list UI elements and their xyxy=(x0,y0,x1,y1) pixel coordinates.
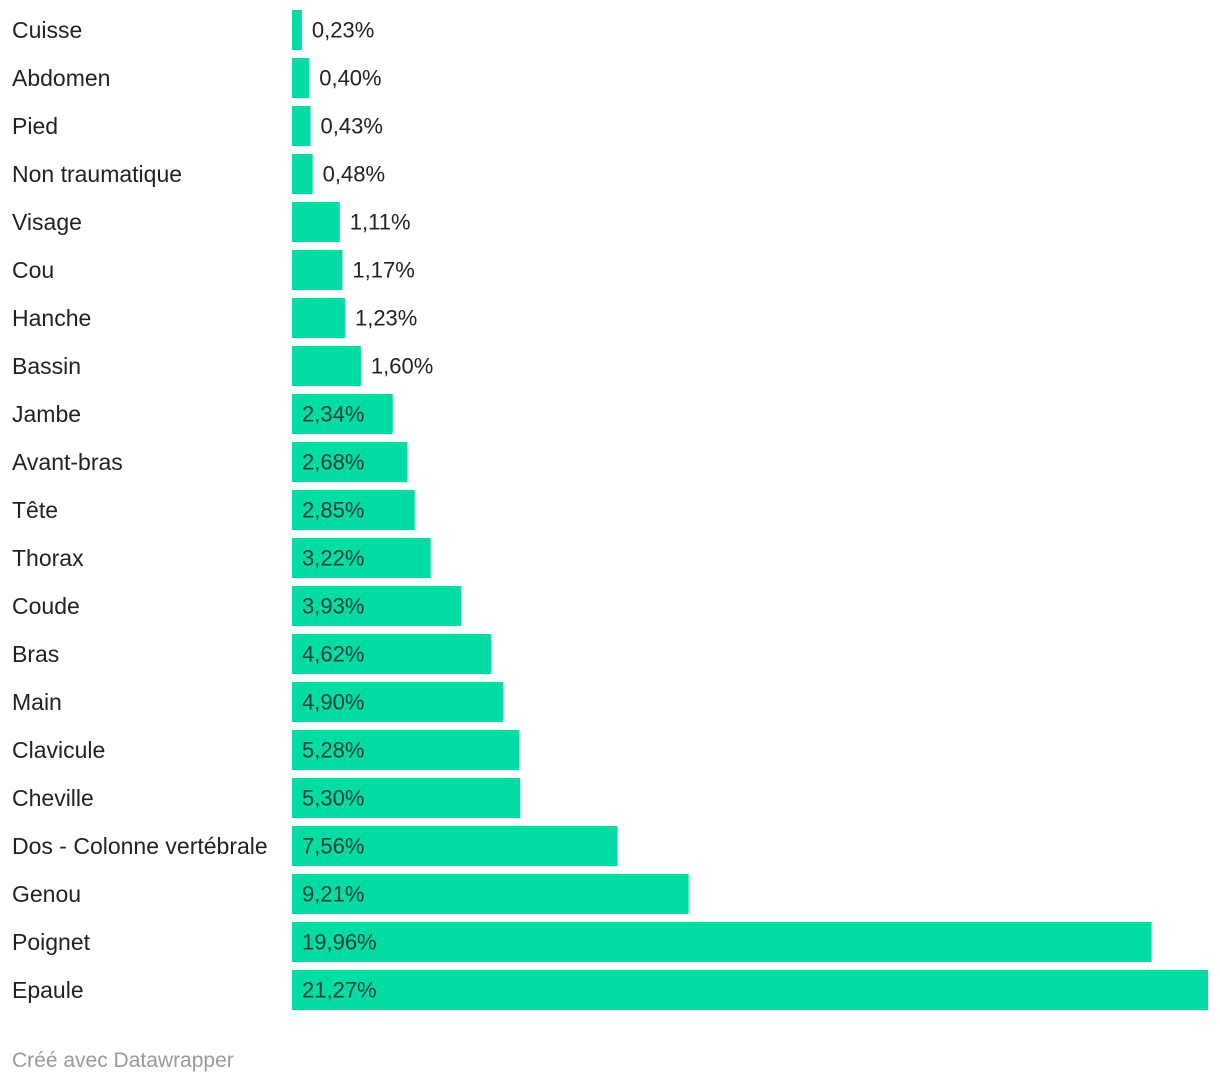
category-label: Bassin xyxy=(12,353,81,379)
bar-row: Cou 1,17% xyxy=(12,250,415,290)
value-label: 9,21% xyxy=(302,882,364,907)
bar xyxy=(292,250,343,290)
value-label: 0,40% xyxy=(319,66,381,91)
bar-row: Cheville 5,30% xyxy=(12,778,521,818)
category-label: Genou xyxy=(12,881,81,907)
bar-row: Jambe 2,34% xyxy=(12,394,393,434)
value-label: 3,22% xyxy=(302,546,364,571)
value-label: 2,68% xyxy=(302,450,364,475)
bar-row: Coude 3,93% xyxy=(12,586,462,626)
bar xyxy=(292,298,345,338)
bar-row: Bassin 1,60% xyxy=(12,346,433,386)
bar xyxy=(292,106,311,146)
bar xyxy=(292,538,431,578)
bar-row: Avant-bras 2,68% xyxy=(12,442,408,482)
bar xyxy=(292,394,393,434)
bar xyxy=(292,58,310,98)
bar xyxy=(292,778,521,818)
bar-row: Dos - Colonne vertébrale 7,56% xyxy=(12,826,618,866)
bar-row: Bras 4,62% xyxy=(12,634,491,674)
bar-row: Poignet 19,96% xyxy=(12,922,1152,962)
bar xyxy=(292,634,491,674)
bar xyxy=(292,442,408,482)
value-label: 0,48% xyxy=(323,162,385,187)
bar-row: Cuisse 0,23% xyxy=(12,10,374,50)
category-label: Tête xyxy=(12,497,58,523)
value-label: 0,23% xyxy=(312,18,374,43)
value-label: 2,34% xyxy=(302,402,364,427)
bar xyxy=(292,682,504,722)
bar xyxy=(292,202,340,242)
bar xyxy=(292,874,689,914)
bar-row: Visage 1,11% xyxy=(12,202,411,242)
bar-row: Clavicule 5,28% xyxy=(12,730,520,770)
bar-row: Main 4,90% xyxy=(12,682,504,722)
category-label: Cou xyxy=(12,257,54,283)
value-label: 4,90% xyxy=(302,690,364,715)
bar xyxy=(292,922,1152,962)
bar xyxy=(292,490,415,530)
value-label: 1,11% xyxy=(350,210,411,235)
category-label: Abdomen xyxy=(12,65,110,91)
bar xyxy=(292,730,520,770)
category-label: Epaule xyxy=(12,977,84,1003)
category-label: Jambe xyxy=(12,401,81,427)
category-label: Cuisse xyxy=(12,17,82,43)
bar-row: Non traumatique 0,48% xyxy=(12,154,385,194)
datawrapper-credit[interactable]: Créé avec Datawrapper xyxy=(12,1049,234,1072)
bar xyxy=(292,826,618,866)
category-label: Dos - Colonne vertébrale xyxy=(12,833,268,859)
bar-row: Genou 9,21% xyxy=(12,874,689,914)
value-label: 7,56% xyxy=(302,834,364,859)
bar xyxy=(292,970,1208,1010)
category-label: Thorax xyxy=(12,545,84,571)
category-label: Poignet xyxy=(12,929,91,955)
category-label: Non traumatique xyxy=(12,161,182,187)
bar xyxy=(292,10,302,50)
bar-row: Pied 0,43% xyxy=(12,106,383,146)
bar-row: Thorax 3,22% xyxy=(12,538,431,578)
bar-row: Hanche 1,23% xyxy=(12,298,417,338)
bar xyxy=(292,586,462,626)
category-label: Clavicule xyxy=(12,737,105,763)
category-label: Bras xyxy=(12,641,59,667)
bar-row: Tête 2,85% xyxy=(12,490,415,530)
value-label: 5,30% xyxy=(302,786,364,811)
category-label: Avant-bras xyxy=(12,449,123,475)
value-label: 1,17% xyxy=(352,258,414,283)
value-label: 4,62% xyxy=(302,642,364,667)
category-label: Pied xyxy=(12,113,58,139)
category-label: Coude xyxy=(12,593,80,619)
bar xyxy=(292,346,361,386)
value-label: 1,60% xyxy=(371,354,433,379)
category-label: Cheville xyxy=(12,785,94,811)
value-label: 19,96% xyxy=(302,930,377,955)
category-label: Visage xyxy=(12,209,82,235)
category-label: Hanche xyxy=(12,305,91,331)
value-label: 0,43% xyxy=(321,114,383,139)
bar-chart: Cuisse 0,23% Abdomen 0,40% Pied 0,43% Non trau… xyxy=(12,10,1208,1010)
bar-row: Abdomen 0,40% xyxy=(12,58,382,98)
bar-row: Epaule 21,27% xyxy=(12,970,1208,1010)
value-label: 3,93% xyxy=(302,594,364,619)
value-label: 1,23% xyxy=(355,306,417,331)
value-label: 21,27% xyxy=(302,978,377,1003)
value-label: 2,85% xyxy=(302,498,364,523)
bar xyxy=(292,154,313,194)
value-label: 5,28% xyxy=(302,738,364,763)
category-label: Main xyxy=(12,689,62,715)
